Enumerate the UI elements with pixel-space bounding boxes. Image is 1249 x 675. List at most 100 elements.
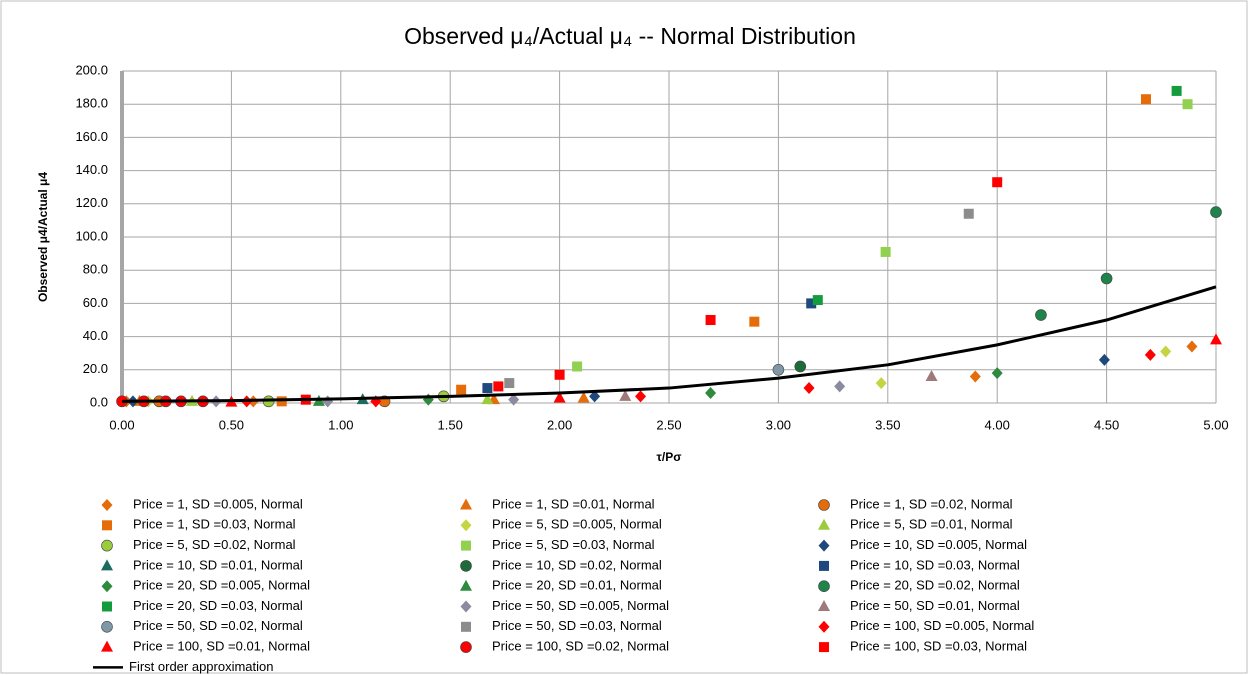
legend-label: Price = 10, SD =0.03, Normal: [850, 557, 1020, 572]
point: [963, 208, 974, 219]
x-tick-label: 1.50: [438, 417, 463, 432]
legend-label: Price = 5, SD =0.01, Normal: [850, 517, 1013, 532]
legend-label: First order approximation: [129, 659, 274, 674]
point: [1035, 309, 1047, 321]
x-tick-label: 3.50: [875, 417, 900, 432]
x-tick-label: 2.00: [547, 417, 572, 432]
legend-label: Price = 50, SD =0.03, Normal: [492, 618, 662, 633]
legend-label: Price = 20, SD =0.005, Normal: [133, 578, 310, 593]
point: [1160, 345, 1172, 358]
y-tick-label: 80.0: [83, 262, 108, 277]
legend-label: Price = 1, SD =0.01, Normal: [492, 496, 655, 511]
point: [772, 363, 785, 376]
point: [705, 315, 716, 325]
point: [992, 177, 1003, 188]
legend-label: Price = 5, SD =0.005, Normal: [492, 517, 662, 532]
point: [508, 393, 520, 406]
legend-label: Price = 1, SD =0.03, Normal: [133, 517, 296, 532]
legend-swatch: [460, 560, 472, 572]
legend-label: Price = 50, SD =0.005, Normal: [492, 598, 669, 613]
legend-swatch: [819, 560, 829, 571]
point: [705, 387, 717, 400]
point: [875, 377, 887, 390]
legend-label: Price = 5, SD =0.02, Normal: [133, 537, 296, 552]
legend-swatch: [460, 519, 472, 532]
point: [1140, 94, 1151, 105]
point: [1100, 272, 1113, 285]
y-tick-label: 60.0: [83, 295, 108, 310]
point: [880, 246, 891, 257]
legend-swatch: [101, 539, 113, 552]
legend-label: Price = 5, SD =0.03, Normal: [492, 537, 655, 552]
point: [1210, 206, 1222, 218]
legend-swatch: [818, 518, 830, 530]
legend-swatch: [101, 559, 113, 571]
x-tick-label: 3.00: [766, 417, 791, 432]
point: [1210, 333, 1222, 345]
point: [1098, 353, 1110, 366]
legend-swatch: [460, 600, 472, 613]
legend-label: Price = 10, SD =0.01, Normal: [133, 557, 303, 572]
legend-label: Price = 50, SD =0.01, Normal: [850, 598, 1020, 613]
legend-label: Price = 100, SD =0.02, Normal: [492, 639, 669, 654]
point: [276, 396, 287, 407]
x-tick-label: 0.00: [109, 417, 134, 432]
x-axis-label: τ/Pσ: [657, 450, 682, 464]
x-tick-label: 5.00: [1203, 417, 1228, 432]
legend-swatch: [460, 498, 472, 510]
point: [482, 383, 493, 394]
legend-swatch: [101, 580, 113, 593]
legend-label: Price = 20, SD =0.02, Normal: [850, 578, 1020, 593]
y-tick-label: 0.0: [90, 394, 108, 409]
point: [1182, 99, 1193, 110]
point: [925, 369, 938, 381]
point: [794, 360, 807, 373]
legend-swatch: [461, 540, 471, 551]
legend-swatch: [102, 601, 112, 612]
point: [481, 393, 494, 405]
legend-swatch: [818, 539, 830, 552]
y-tick-label: 180.0: [75, 96, 108, 111]
legend-swatch: [818, 620, 830, 633]
y-tick-label: 100.0: [75, 228, 108, 243]
point: [553, 391, 566, 403]
point: [572, 361, 583, 372]
point: [635, 390, 647, 403]
approx-line: [121, 285, 1217, 403]
point: [834, 380, 846, 393]
legend-label: Price = 1, SD =0.02, Normal: [850, 496, 1013, 511]
point: [577, 391, 590, 403]
legend-swatch: [101, 620, 113, 633]
point: [1144, 348, 1156, 361]
point: [749, 316, 760, 327]
point: [619, 389, 632, 401]
legend-swatch: [461, 621, 471, 632]
legend-label: Price = 100, SD =0.03, Normal: [850, 639, 1027, 654]
y-tick-label: 140.0: [75, 162, 108, 177]
legend-swatch: [818, 580, 830, 593]
legend-label: Price = 10, SD =0.005, Normal: [850, 537, 1027, 552]
point: [806, 298, 817, 309]
legend-label: Price = 50, SD =0.02, Normal: [133, 618, 303, 633]
point: [554, 369, 565, 380]
x-tick-label: 0.50: [219, 417, 244, 432]
legend-swatch: [818, 600, 830, 611]
y-tick-label: 120.0: [75, 195, 108, 210]
point: [456, 384, 467, 395]
point: [812, 295, 823, 306]
legend-label: Price = 10, SD =0.02, Normal: [492, 557, 662, 572]
legend-swatch: [460, 579, 472, 591]
point: [504, 378, 515, 389]
y-tick-label: 20.0: [83, 361, 108, 376]
legend-label: Price = 1, SD =0.005, Normal: [133, 496, 303, 511]
point: [1186, 340, 1198, 353]
point: [991, 367, 1003, 380]
legend-label: Price = 20, SD =0.03, Normal: [133, 598, 303, 613]
legend-label: Price = 100, SD =0.005, Normal: [850, 618, 1034, 633]
legend-swatch: [819, 642, 829, 653]
x-tick-label: 2.50: [656, 417, 681, 432]
x-tick-label: 4.50: [1094, 417, 1119, 432]
point: [493, 381, 504, 392]
y-tick-label: 40.0: [83, 328, 108, 343]
